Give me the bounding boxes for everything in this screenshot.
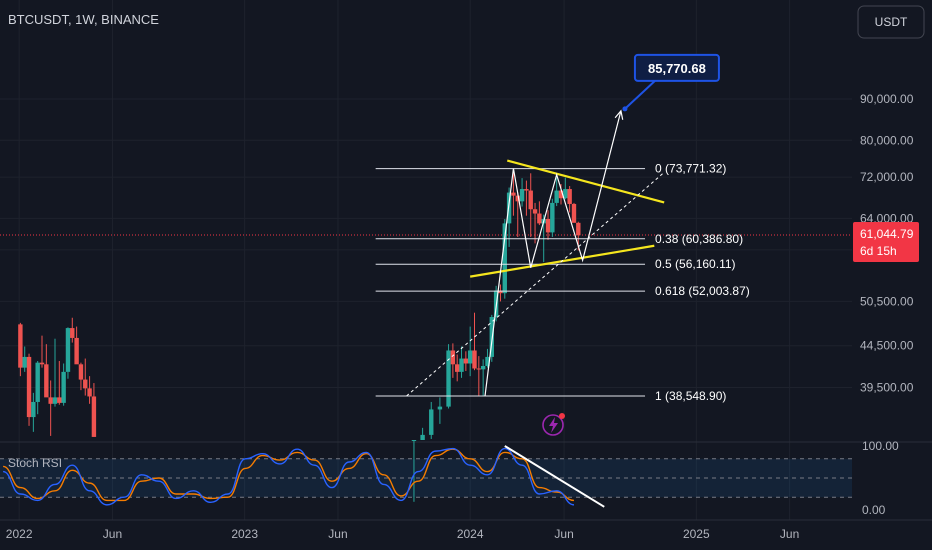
candle-body [70,328,75,338]
y-tick-label: 72,000.00 [860,170,914,184]
stoch-rsi-k-line [2,447,575,506]
target-arrow-head [614,109,624,120]
fibonacci-levels: 0 (73,771.32) 0.38 (60,386.80) 0.5 (56,160… [375,162,750,403]
candle-body [57,397,62,403]
candle-body [485,356,490,366]
candle-body [26,356,32,418]
y-tick-label: 64,000.00 [860,211,914,225]
y-tick-label: 39,500.00 [860,380,914,394]
currency-button-label: USDT [875,15,908,29]
candle-body [31,401,36,418]
candle-body [91,396,97,437]
x-tick-label: Jun [103,527,122,541]
candle-body [35,362,40,402]
candle-body [476,368,482,370]
candle-body [563,189,568,199]
candle-body [83,379,88,389]
y-tick-label: 44,500.00 [860,339,914,353]
target-callout-dot [622,106,628,112]
candle-body [550,202,555,233]
candle-body [515,195,520,202]
candle-body [450,350,456,365]
candle-body [480,365,486,370]
x-tick-label: Jun [780,527,799,541]
candle-body [65,328,71,372]
stoch-rsi-tick-label: 100.00 [862,439,899,453]
y-tick-label: 90,000.00 [860,92,914,106]
candle-body [463,358,469,364]
current-price-value: 61,044.79 [860,227,914,241]
candle-body [472,350,477,369]
target-callout-tail [624,80,656,110]
candle-body [558,190,564,199]
stoch-rsi-tick-label: 0.00 [862,503,886,517]
candle-body [48,397,53,404]
candle-body [576,222,581,236]
currency-button[interactable]: USDT [857,5,925,39]
candle-body [39,362,45,365]
candle-body [429,409,434,435]
x-tick-label: 2024 [457,527,484,541]
candle-body [532,209,538,214]
candle-body [502,223,507,294]
candle-body [420,434,425,440]
candle-body [446,350,451,407]
bar-countdown: 6d 15h [860,244,897,258]
chart-title: BTCUSDT, 1W, BINANCE [8,12,159,27]
x-tick-label: 2022 [6,527,33,541]
candle-body [545,218,551,233]
candle-body [554,190,559,203]
fib-level-label: 1 (38,548.90) [655,389,726,403]
candle-body [87,388,92,397]
candle-body [498,290,503,294]
grid [0,0,932,521]
candle-body [528,190,533,210]
candle-body [455,364,460,372]
stoch-rsi-band-lines [0,458,852,498]
x-tick-label: 2025 [683,527,710,541]
stoch-rsi-label: Stoch RSI [8,456,62,470]
x-tick-label: 2023 [231,527,258,541]
diagonal-guide[interactable] [406,171,665,397]
fib-level-label: 0 (73,771.32) [655,162,726,176]
candle-body [537,213,542,224]
candle-body [61,371,66,403]
candle-body [467,350,473,364]
lightning-icon[interactable] [542,413,565,436]
x-tick-label: Jun [328,527,347,541]
candle-body [511,192,516,196]
candle-body [567,189,572,204]
stoch-rsi-axis: 100.00 0.00 [862,439,899,517]
fib-level-label: 0.618 (52,003.87) [655,284,750,298]
candle-body [22,356,27,368]
stoch-rsi-divergence-line[interactable] [504,445,605,508]
candle-body [437,406,443,410]
candle-body [411,440,417,441]
candle-body [52,397,58,404]
stoch-rsi-lines [2,445,605,508]
candle-body [74,337,79,365]
current-price-badge: 61,044.79 6d 15h [853,221,919,262]
y-tick-label: 50,500.00 [860,294,914,308]
fib-level-label: 0.38 (60,386.80) [655,232,743,246]
candle-body [571,203,577,223]
candles [18,168,581,502]
candle-body [519,189,525,202]
target-value: 85,770.68 [648,61,706,76]
projection-path[interactable] [484,110,622,397]
x-tick-label: Jun [554,527,573,541]
candle-body [524,189,529,191]
candle-body [44,364,49,398]
candle-body [18,324,23,368]
candle-body [78,364,84,380]
target-label: 85,770.68 [633,53,720,82]
candle-body [506,192,512,224]
fib-level-label: 0.5 (56,160.11) [655,257,736,271]
candle-body [459,358,464,372]
y-tick-label: 80,000.00 [860,133,914,147]
x-axis: 2022 Jun 2023 Jun 2024 Jun 2025 Jun [6,527,799,541]
drawings[interactable] [406,80,665,397]
